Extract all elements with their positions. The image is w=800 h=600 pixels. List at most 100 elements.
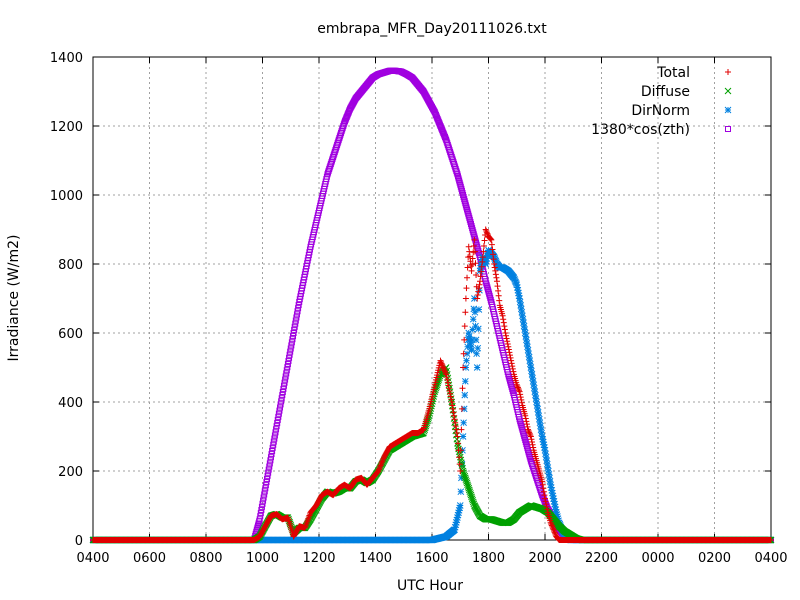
x-tick-label: 0400 <box>754 551 787 566</box>
data-point <box>515 289 522 297</box>
data-point <box>510 274 518 282</box>
data-point <box>257 513 264 520</box>
data-point <box>464 264 471 271</box>
data-point <box>548 486 556 494</box>
data-point <box>506 349 513 356</box>
data-point <box>452 521 460 529</box>
data-point <box>257 510 264 517</box>
data-point <box>283 370 290 377</box>
data-point <box>267 454 274 461</box>
data-point <box>511 277 519 284</box>
data-point <box>511 275 518 283</box>
data-point <box>484 252 491 260</box>
data-point <box>261 488 268 495</box>
data-point <box>476 286 483 294</box>
data-point <box>291 323 298 330</box>
data-point <box>501 326 508 333</box>
data-point <box>525 353 533 361</box>
data-point <box>493 274 500 281</box>
data-point <box>517 305 525 313</box>
data-point <box>493 278 500 285</box>
data-point <box>475 306 483 313</box>
data-point <box>538 429 545 437</box>
data-point <box>517 302 525 309</box>
data-point <box>453 516 461 524</box>
data-point <box>456 504 464 512</box>
data-point <box>455 509 462 517</box>
x-tick-label: 0200 <box>698 551 731 566</box>
data-point <box>269 447 276 454</box>
data-point <box>468 267 475 274</box>
data-point <box>284 364 291 371</box>
data-point <box>261 491 268 498</box>
data-point <box>264 472 271 479</box>
data-point <box>265 466 272 473</box>
x-tick-label: 0800 <box>189 551 222 566</box>
data-point <box>503 332 510 339</box>
data-point <box>453 169 460 176</box>
data-point <box>278 398 285 405</box>
grid <box>92 56 772 541</box>
data-point <box>451 523 459 531</box>
data-point <box>277 404 284 411</box>
data-point <box>477 264 484 272</box>
data-point <box>526 360 534 368</box>
data-point <box>295 302 302 309</box>
data-point <box>469 326 477 333</box>
data-point <box>512 278 519 286</box>
data-point <box>457 488 465 496</box>
data-point <box>258 503 265 510</box>
data-point <box>542 453 550 461</box>
data-point <box>502 330 509 336</box>
chart-title: embrapa_MFR_Day20111026.txt <box>317 21 547 37</box>
data-point <box>467 343 475 351</box>
data-point <box>273 426 280 433</box>
data-point <box>524 343 531 351</box>
data-point <box>545 467 552 475</box>
data-point <box>288 339 295 346</box>
data-point <box>531 388 539 396</box>
data-point <box>534 405 542 413</box>
data-point <box>282 373 289 380</box>
data-point <box>477 262 485 269</box>
data-point <box>292 320 299 327</box>
data-point <box>552 506 560 513</box>
data-point <box>270 438 277 445</box>
data-point <box>503 335 510 342</box>
x-tick-label: 1000 <box>246 551 279 566</box>
data-point <box>519 315 527 323</box>
data-point <box>505 343 512 350</box>
x-tick-label: 1200 <box>302 551 335 566</box>
data-point <box>482 260 490 268</box>
data-point <box>547 481 555 489</box>
data-point <box>554 513 561 520</box>
data-point <box>294 308 301 315</box>
data-point <box>527 364 535 371</box>
data-point <box>269 444 276 451</box>
data-point <box>276 407 283 414</box>
y-tick-label: 1000 <box>50 189 83 204</box>
data-point <box>260 497 267 504</box>
data-marks <box>89 67 775 544</box>
data-point <box>468 346 475 354</box>
data-point <box>476 267 484 275</box>
data-point <box>459 433 467 440</box>
data-point <box>481 237 488 244</box>
data-point <box>490 253 498 261</box>
data-point <box>274 416 281 423</box>
data-point <box>463 350 471 358</box>
data-point <box>293 314 300 321</box>
data-point <box>293 311 300 318</box>
legend-label: DirNorm <box>631 103 690 119</box>
data-point <box>258 506 265 513</box>
data-point <box>268 451 275 458</box>
data-point <box>277 401 284 408</box>
x-tick-label: 1600 <box>415 551 448 566</box>
data-point <box>292 317 299 324</box>
data-point <box>505 346 512 353</box>
data-point <box>517 391 524 398</box>
data-point <box>455 506 463 514</box>
data-point <box>520 322 528 330</box>
data-point <box>461 391 469 399</box>
data-point <box>273 423 280 430</box>
